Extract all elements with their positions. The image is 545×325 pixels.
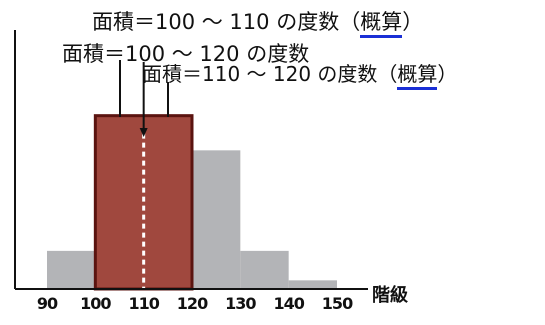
- annotation-text: 面積＝100 ～ 110 の度数（: [92, 10, 361, 34]
- x-tick-label-140: 140: [273, 294, 304, 313]
- annotation-area-100-110: 面積＝100 ～ 110 の度数（概算）: [92, 6, 424, 38]
- x-tick-label-120: 120: [176, 294, 208, 313]
- x-tick-label-150: 150: [321, 294, 353, 313]
- annotation-text: 面積＝110 ～ 120 の度数（: [142, 62, 398, 86]
- histogram-bar-90-100: [47, 250, 96, 289]
- histogram-bar-140-150: [288, 280, 337, 289]
- annotation-underlined-text: 概算: [397, 62, 438, 90]
- pointer-arrowhead: [139, 128, 148, 137]
- annotation-area-110-120: 面積＝110 ～ 120 の度数（概算）: [142, 58, 458, 90]
- annotation-underlined-text: 概算: [360, 10, 403, 38]
- histogram-bar-120-130: [192, 150, 241, 289]
- histogram-bar-130-140: [240, 250, 289, 289]
- annotation-text-end: ）: [437, 62, 458, 86]
- annotation-text-end: ）: [402, 10, 424, 34]
- x-tick-label-100: 100: [80, 294, 111, 313]
- x-tick-label-130: 130: [225, 294, 256, 313]
- x-axis-label: 階級: [372, 285, 408, 306]
- x-tick-label-90: 90: [36, 294, 58, 313]
- annotation-pointers: [119, 60, 169, 137]
- x-tick-label-110: 110: [128, 294, 159, 313]
- annotation-area-100-120: 面積＝100 ～ 120 の度数: [62, 38, 309, 68]
- annotation-text: 面積＝100 ～ 120 の度数: [62, 42, 310, 66]
